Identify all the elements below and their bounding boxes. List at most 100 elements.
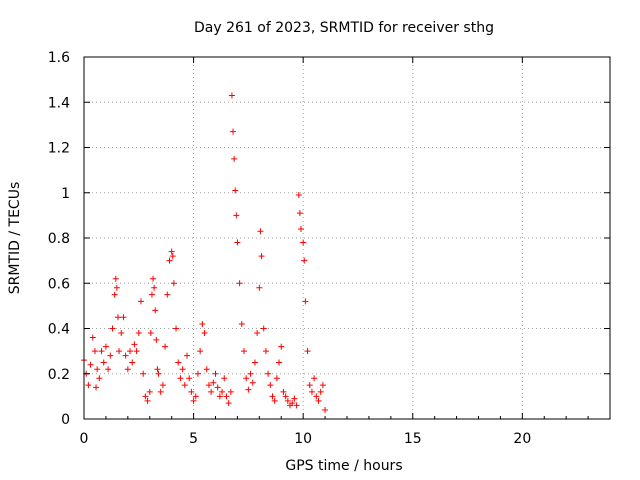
data-point	[238, 320, 245, 327]
data-point	[228, 92, 235, 99]
y-tick-label: 1.2	[48, 141, 70, 157]
data-point	[257, 228, 264, 235]
data-point	[276, 359, 283, 366]
y-tick-label: 1.6	[48, 50, 70, 66]
y-tick-label: 0.6	[48, 276, 70, 292]
data-point	[98, 348, 105, 355]
data-point	[296, 210, 303, 217]
data-point	[205, 382, 212, 389]
x-tick-label: 5	[189, 431, 198, 447]
data-point	[247, 370, 254, 377]
data-point	[184, 352, 191, 359]
x-tick-label: 10	[294, 431, 312, 447]
data-point	[129, 359, 136, 366]
data-point	[91, 348, 98, 355]
data-point	[199, 320, 206, 327]
data-point	[89, 334, 96, 341]
y-tick-label: 1.4	[48, 95, 70, 111]
data-point	[111, 291, 118, 298]
data-point	[234, 239, 241, 246]
data-point	[194, 370, 201, 377]
data-point	[173, 325, 180, 332]
data-point	[243, 375, 250, 382]
data-point	[219, 388, 226, 395]
data-point	[291, 395, 298, 402]
data-point	[112, 275, 119, 282]
y-tick-label: 0.2	[48, 367, 70, 383]
data-point	[94, 366, 101, 373]
data-point	[221, 375, 228, 382]
data-point	[282, 393, 289, 400]
data-point	[181, 382, 188, 389]
data-point	[249, 379, 256, 386]
data-point	[113, 284, 120, 291]
data-point	[155, 370, 162, 377]
data-point	[273, 375, 280, 382]
data-point	[278, 343, 285, 350]
data-point	[208, 388, 215, 395]
data-point	[254, 330, 261, 337]
data-point	[137, 298, 144, 305]
data-point	[124, 366, 131, 373]
data-point	[295, 192, 302, 199]
data-point	[177, 375, 184, 382]
data-point	[300, 239, 307, 246]
data-point	[162, 343, 169, 350]
data-point	[148, 291, 155, 298]
data-point	[315, 397, 322, 404]
chart-title: Day 261 of 2023, SRMTID for receiver sth…	[194, 20, 494, 36]
data-point	[280, 388, 287, 395]
data-point	[154, 366, 161, 373]
data-point	[251, 359, 258, 366]
data-point	[116, 348, 123, 355]
data-point	[109, 325, 116, 332]
data-point	[159, 382, 166, 389]
data-point	[317, 388, 324, 395]
data-point	[135, 330, 142, 337]
y-tick-label: 0	[61, 412, 70, 428]
data-point	[150, 275, 157, 282]
data-point	[153, 336, 160, 343]
data-point	[147, 330, 154, 337]
data-point	[233, 212, 240, 219]
data-point	[260, 325, 267, 332]
data-point	[133, 348, 140, 355]
data-point	[313, 393, 320, 400]
data-point	[231, 155, 238, 162]
data-point	[142, 393, 149, 400]
data-point	[322, 406, 329, 413]
data-point	[87, 361, 94, 368]
data-point	[175, 359, 182, 366]
y-tick-label: 0.8	[48, 231, 70, 247]
data-point	[236, 280, 243, 287]
data-point	[102, 343, 109, 350]
data-point	[96, 375, 103, 382]
data-point	[269, 393, 276, 400]
data-point	[146, 388, 153, 395]
data-point	[190, 397, 197, 404]
data-point	[166, 257, 173, 264]
x-axis-label: GPS time / hours	[285, 458, 402, 474]
data-point	[227, 388, 234, 395]
data-point	[127, 348, 134, 355]
data-point	[289, 400, 296, 407]
data-point	[210, 379, 217, 386]
data-point	[265, 370, 272, 377]
data-point	[232, 187, 239, 194]
data-point	[267, 382, 274, 389]
data-point	[304, 348, 311, 355]
data-point	[223, 393, 230, 400]
data-point	[105, 366, 112, 373]
y-tick-label: 1	[61, 186, 70, 202]
y-axis: 0 0.2 0.4 0.6 0.8 1 1.2 1.4 1.6	[48, 50, 610, 428]
data-point	[188, 388, 195, 395]
data-point	[93, 384, 100, 391]
y-tick-label: 0.4	[48, 322, 70, 338]
data-point	[230, 128, 237, 135]
data-point	[157, 388, 164, 395]
grid-lines	[84, 57, 610, 419]
data-point	[122, 352, 129, 359]
data-point	[197, 348, 204, 355]
data-point	[203, 366, 210, 373]
